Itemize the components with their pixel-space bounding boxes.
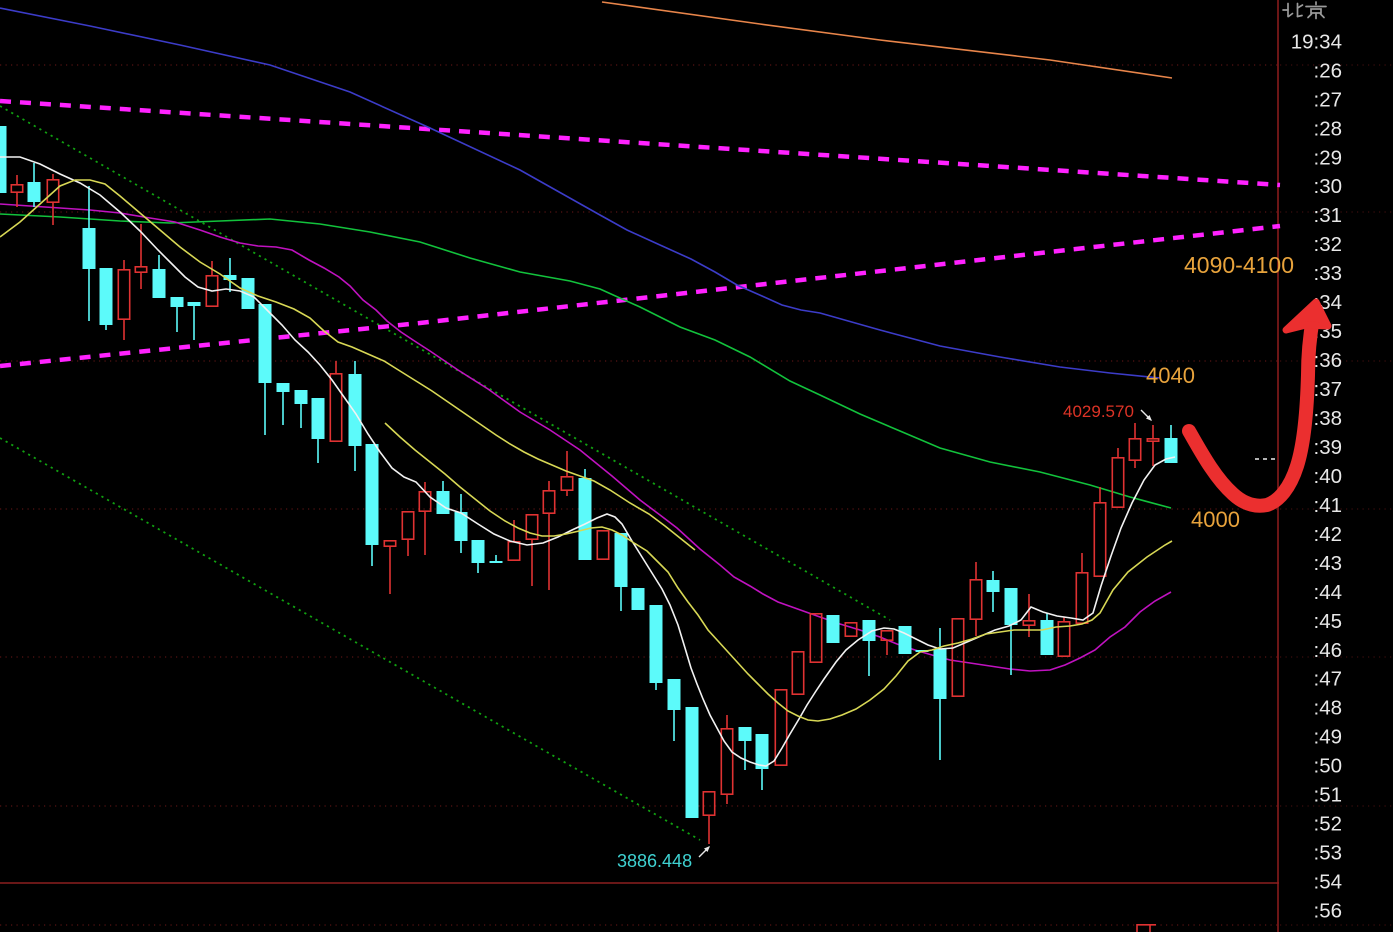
svg-text::43: :43 xyxy=(1314,552,1343,575)
svg-text::48: :48 xyxy=(1314,697,1343,720)
svg-text::38: :38 xyxy=(1314,407,1343,430)
svg-text::50: :50 xyxy=(1314,755,1343,778)
svg-text::46: :46 xyxy=(1314,639,1343,662)
svg-text::42: :42 xyxy=(1314,523,1343,546)
svg-text::39: :39 xyxy=(1314,436,1343,459)
svg-text:4029.570: 4029.570 xyxy=(1063,402,1134,421)
svg-text::29: :29 xyxy=(1314,146,1343,169)
svg-text:4000: 4000 xyxy=(1191,507,1240,532)
svg-text::40: :40 xyxy=(1314,465,1343,488)
svg-text::27: :27 xyxy=(1314,88,1343,111)
svg-text::56: :56 xyxy=(1314,900,1343,923)
svg-text::30: :30 xyxy=(1314,175,1343,198)
svg-text::52: :52 xyxy=(1314,813,1343,836)
svg-text:3886.448: 3886.448 xyxy=(617,851,692,871)
svg-text::36: :36 xyxy=(1314,349,1343,372)
svg-text::45: :45 xyxy=(1314,610,1343,633)
svg-text::28: :28 xyxy=(1314,117,1343,140)
svg-text::54: :54 xyxy=(1314,871,1343,894)
svg-text::31: :31 xyxy=(1314,204,1343,227)
svg-text::44: :44 xyxy=(1314,581,1343,604)
svg-text:4040: 4040 xyxy=(1146,363,1195,388)
svg-text::47: :47 xyxy=(1314,668,1343,691)
svg-text:4090-4100: 4090-4100 xyxy=(1184,252,1294,278)
svg-text::37: :37 xyxy=(1314,378,1343,401)
svg-text::33: :33 xyxy=(1314,262,1343,285)
svg-text::26: :26 xyxy=(1314,59,1343,82)
svg-text::53: :53 xyxy=(1314,842,1343,865)
svg-text:19:34: 19:34 xyxy=(1291,30,1342,53)
svg-text::32: :32 xyxy=(1314,233,1343,256)
svg-text::41: :41 xyxy=(1314,494,1343,517)
svg-text::51: :51 xyxy=(1314,784,1343,807)
svg-text::49: :49 xyxy=(1314,726,1343,749)
